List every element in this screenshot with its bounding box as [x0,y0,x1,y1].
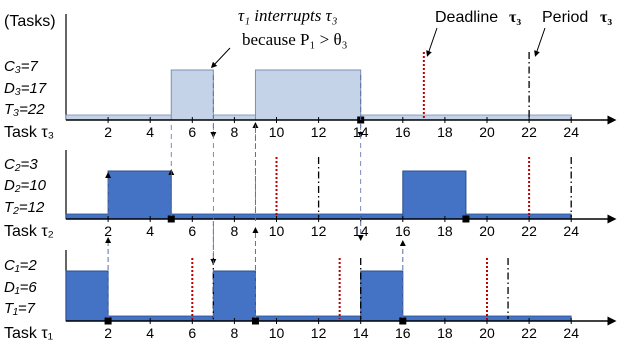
tick-label: 16 [395,223,411,239]
execution-block [402,170,467,220]
tick-label: 8 [231,325,239,341]
tick-label: 24 [563,325,579,341]
tick-label: 6 [188,223,196,239]
annotation-line1: τ₁ interrupts τ₃ [238,6,338,25]
task-param-label: C₂=3 [4,156,38,173]
execution-block [254,69,362,121]
time-marker [167,215,175,223]
tick-label: 4 [146,325,154,341]
tick-label: 10 [269,325,285,341]
annotation-line2: because P₁ > θ₃ [242,30,348,49]
execution-block [212,270,256,322]
period-label: Period [542,9,588,26]
tick-label: 24 [563,124,579,140]
tick-label: 20 [479,223,495,239]
task-param-label: T₂=12 [4,199,45,216]
time-marker [462,215,470,223]
tick-label: 18 [437,124,453,140]
tick-label: 12 [311,124,327,140]
execution-block [360,270,404,322]
tick-label: 14 [353,325,369,341]
tick-label: 24 [563,223,579,239]
y-axis-label: (Tasks) [4,13,56,30]
task-param-label: D₂=10 [4,177,47,194]
tick-label: 16 [395,325,411,341]
tick-label: 2 [104,124,112,140]
time-marker [104,317,112,325]
tick-label: 18 [437,325,453,341]
tick-label: 16 [395,124,411,140]
tick-label: 18 [437,223,453,239]
annotation-pointer-arrow [210,47,231,69]
tick-label: 22 [521,223,537,239]
tick-label: 10 [269,124,285,140]
task-param-label: D₁=6 [4,279,37,296]
tick-label: 22 [521,124,537,140]
tick-label: 20 [479,325,495,341]
time-marker [251,317,259,325]
execution-block [107,170,172,220]
task-axis-label: Task τ₃ [4,124,54,141]
tick-label: 4 [146,223,154,239]
task-param-label: D₃=17 [4,80,47,97]
period-pointer-arrow [534,27,546,57]
task-param-label: C₃=7 [4,58,39,75]
tick-label: 20 [479,124,495,140]
tick-label: 12 [311,223,327,239]
task-param-label: T₁=7 [4,300,36,317]
tick-label: 6 [188,124,196,140]
tick-label: 4 [146,124,154,140]
tick-label: 8 [231,223,239,239]
period-symbol: τ₃ [600,9,612,26]
task-param-label: T₃=22 [4,101,45,118]
task-axis-label: Task τ₁ [4,325,53,342]
tick-label: 6 [188,325,196,341]
tick-label: 12 [311,325,327,341]
execution-block [65,270,109,322]
task-axis-label: Task τ₂ [4,223,54,240]
tick-label: 2 [104,223,112,239]
deadline-pointer-arrow [426,27,438,57]
tick-label: 22 [521,325,537,341]
deadline-symbol: τ₃ [509,9,521,26]
deadline-label: Deadline [435,9,498,26]
task-param-label: C₁=2 [4,257,37,274]
tick-label: 8 [231,124,239,140]
tick-label: 10 [269,223,285,239]
time-marker [399,317,407,325]
tick-label: 2 [104,325,112,341]
execution-block [170,69,214,121]
